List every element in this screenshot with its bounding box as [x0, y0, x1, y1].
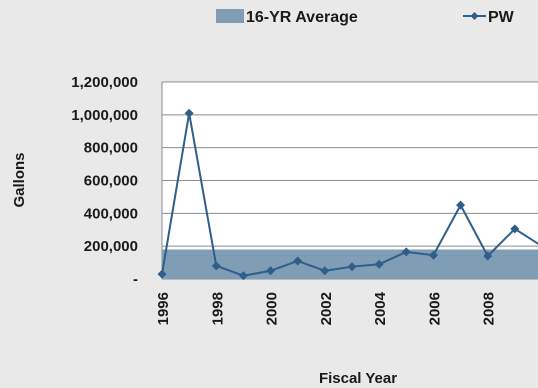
legend-swatch-average [216, 9, 244, 23]
pw-point [401, 247, 411, 257]
pw-point [293, 256, 303, 266]
y-tick-label: 1,200,000 [71, 74, 138, 91]
pw-point [238, 271, 248, 281]
y-tick-label: 600,000 [84, 173, 138, 190]
pw-point [374, 259, 384, 269]
y-tick-label: 1,000,000 [71, 107, 138, 124]
x-tick-label: 2002 [318, 292, 335, 325]
pw-point [347, 262, 357, 272]
pw-point [456, 200, 466, 210]
x-tick-label: 2004 [372, 291, 389, 325]
x-tick-label: 1998 [209, 292, 226, 325]
x-tick-label: 2008 [481, 292, 498, 325]
legend: 16-YR Average PW [216, 9, 515, 26]
legend-marker-pw [470, 12, 479, 20]
y-tick-label: 800,000 [84, 140, 138, 157]
x-tick-label: 1996 [155, 292, 172, 325]
pw-point [157, 269, 167, 279]
y-axis-title: Gallons [11, 152, 28, 207]
x-tick-label: 2000 [264, 292, 281, 325]
pw-point [428, 250, 438, 260]
pw-point [211, 261, 221, 271]
x-tick-label: 2006 [426, 292, 443, 325]
pw-point [184, 108, 194, 118]
x-axis-ticks: 1996 1998 2000 2002 2004 2006 2008 2010 [155, 291, 538, 325]
x-axis-title: Fiscal Year [319, 370, 397, 387]
pw-point [266, 266, 276, 276]
y-tick-label: 400,000 [84, 205, 138, 222]
legend-label-average: 16-YR Average [246, 9, 358, 26]
legend-label-pw: PW [488, 9, 515, 26]
pw-series [157, 108, 538, 281]
pw-point [483, 251, 493, 261]
y-tick-label: - [133, 271, 138, 288]
x-tick-label: 2010 [535, 292, 538, 325]
pw-point [320, 266, 330, 276]
y-axis-ticks: - 200,000 400,000 600,000 800,000 1,000,000 1,… [71, 74, 138, 288]
y-tick-label: 200,000 [84, 238, 138, 255]
pw-point [510, 224, 520, 234]
